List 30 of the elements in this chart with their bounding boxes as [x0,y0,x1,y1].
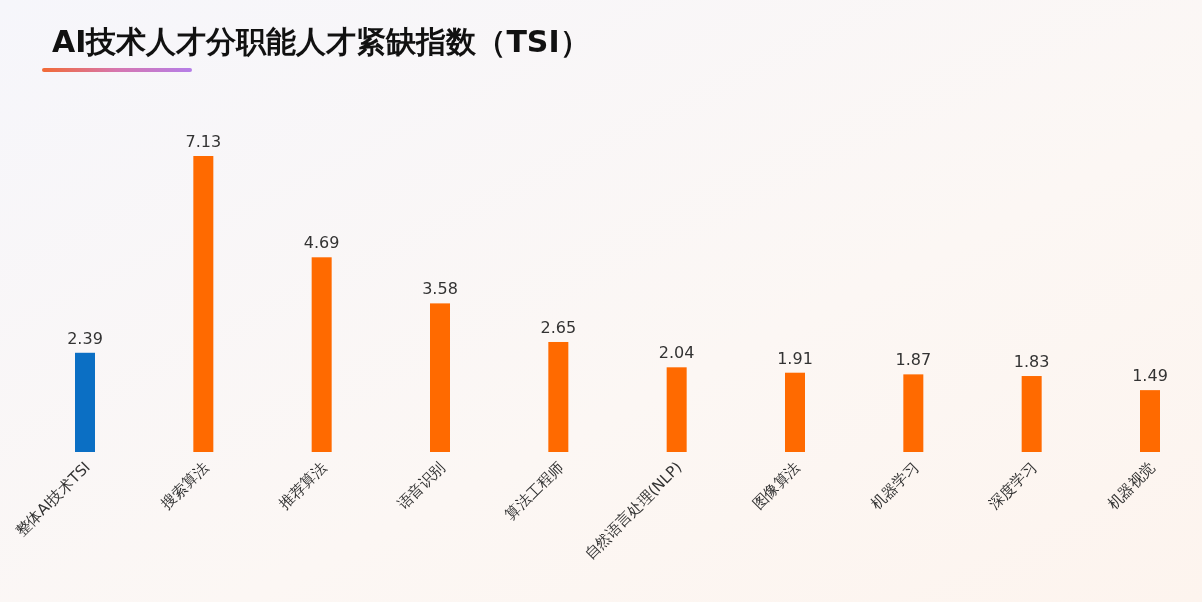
bar [666,367,687,452]
x-tick-label: 推荐算法 [275,458,331,514]
bar [785,372,805,452]
x-tick-label: 机器视觉 [1103,458,1159,514]
bar [1140,390,1160,452]
chart-title: AI技术人才分职能人才紧缺指数（TSI） [52,24,590,59]
x-tick-label: 机器学习 [867,458,923,514]
x-tick-label: 整体AI技术TSI [11,458,94,540]
data-label: 2.04 [658,343,695,363]
x-tick-label: 搜索算法 [157,458,213,514]
bar [193,156,214,452]
data-label: 1.49 [1132,366,1168,386]
bar [903,374,924,452]
data-label: 1.87 [895,350,932,370]
bar [548,341,569,452]
bar [430,303,450,452]
x-tick-label: 图像算法 [748,458,804,514]
bar [75,352,95,452]
data-label: 4.69 [303,233,340,253]
data-label: 2.65 [540,317,577,337]
data-label: 1.91 [777,348,813,368]
data-label: 1.83 [1013,352,1050,372]
data-label: 7.13 [185,132,222,151]
data-label: 3.58 [422,279,458,299]
x-tick-label: 算法工程师 [501,458,568,524]
bar [1021,376,1042,452]
x-tick-label: 深度学习 [985,458,1041,514]
data-label: 2.39 [67,328,103,348]
x-tick-label: 语音识别 [393,458,449,514]
bar [311,257,332,452]
